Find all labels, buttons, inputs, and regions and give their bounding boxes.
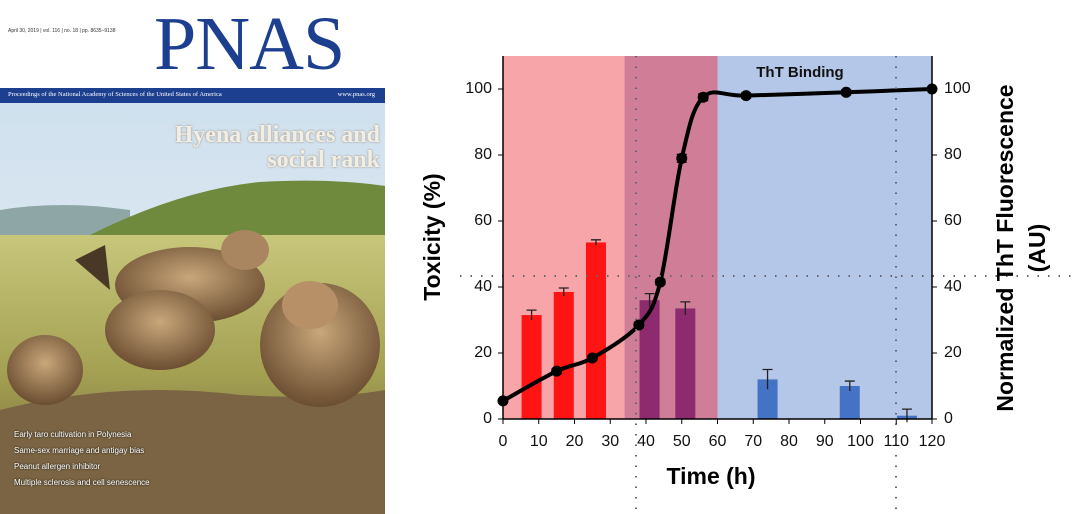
hyena-head bbox=[282, 281, 338, 329]
y-tick-label: 80 bbox=[474, 146, 492, 163]
x-tick-label: 0 bbox=[499, 433, 508, 450]
y2-tick-label: 40 bbox=[944, 278, 962, 295]
bar bbox=[757, 379, 778, 419]
line-point bbox=[840, 86, 852, 98]
cover-header bbox=[0, 0, 385, 88]
x-tick-label: 90 bbox=[816, 433, 834, 450]
x-tick-label: 120 bbox=[919, 433, 946, 450]
cover-item: Same-sex marriage and antigay bias bbox=[14, 446, 145, 455]
error-bar bbox=[762, 368, 773, 390]
y2-tick-label: 60 bbox=[944, 212, 962, 229]
y2-tick-label: 100 bbox=[944, 80, 971, 97]
journal-cover: April 30, 2019 | vol. 116 | no. 18 | pp.… bbox=[0, 0, 385, 514]
hyena-head bbox=[221, 230, 269, 270]
error-bar bbox=[680, 301, 691, 316]
y-tick-label: 60 bbox=[474, 212, 492, 229]
y-tick-label: 0 bbox=[483, 410, 492, 427]
line-point bbox=[740, 90, 752, 102]
line-point bbox=[551, 365, 563, 377]
journal-url: www.pnas.org bbox=[337, 91, 375, 98]
x-tick-label: 110 bbox=[883, 433, 909, 450]
annotation: ThT Binding bbox=[756, 64, 843, 81]
x-tick-label: 40 bbox=[637, 433, 655, 450]
error-bar bbox=[844, 380, 855, 391]
line-point bbox=[586, 352, 598, 364]
y-axis-label: Toxicity (%) bbox=[419, 173, 445, 300]
cover-item: Peanut allergen inhibitor bbox=[14, 462, 101, 471]
cover-art bbox=[0, 0, 385, 514]
y2-tick-label: 0 bbox=[944, 410, 953, 427]
line-point bbox=[654, 276, 666, 288]
ground bbox=[0, 390, 385, 514]
y-tick-label: 40 bbox=[474, 278, 492, 295]
cover-item: Early taro cultivation in Polynesia bbox=[14, 430, 132, 439]
cover-headline: Hyena alliances and social rank bbox=[174, 122, 380, 173]
bar bbox=[639, 300, 660, 419]
hyena-tail bbox=[75, 245, 110, 290]
line-point bbox=[633, 319, 645, 331]
line bbox=[502, 87, 933, 403]
y2-axis-label: Normalized ThT Fluorescence bbox=[992, 84, 1018, 411]
cover-contents: Early taro cultivation in Polynesia Same-… bbox=[14, 430, 150, 494]
line-point bbox=[697, 91, 709, 103]
cover-band bbox=[0, 88, 385, 103]
bar bbox=[585, 242, 606, 419]
x-axis-label: Time (h) bbox=[666, 463, 755, 489]
y2-axis-label: (AU) bbox=[1024, 224, 1050, 273]
bar bbox=[553, 291, 574, 419]
line-point bbox=[676, 152, 688, 164]
error-bar bbox=[644, 292, 655, 307]
journal-logo: PNAS bbox=[154, 2, 345, 86]
hyena bbox=[7, 335, 83, 405]
error-bar bbox=[590, 239, 601, 246]
x-tick-label: 10 bbox=[530, 433, 548, 450]
x-tick-label: 50 bbox=[673, 433, 691, 450]
bar bbox=[675, 308, 696, 419]
error-bar bbox=[526, 309, 537, 320]
x-tick-label: 30 bbox=[601, 433, 619, 450]
x-tick-label: 70 bbox=[744, 433, 762, 450]
y2-tick-label: 20 bbox=[944, 344, 962, 361]
journal-fullname: Proceedings of the National Academy of S… bbox=[8, 91, 222, 98]
bar bbox=[839, 386, 860, 419]
error-bar bbox=[901, 408, 912, 423]
x-tick-label: 20 bbox=[566, 433, 584, 450]
plot bbox=[497, 83, 938, 423]
issue-info: April 30, 2019 | vol. 116 | no. 18 | pp.… bbox=[8, 28, 116, 34]
region bbox=[717, 56, 932, 419]
cover-item: Multiple sclerosis and cell senescence bbox=[14, 478, 150, 487]
error-bar bbox=[558, 287, 569, 296]
region bbox=[624, 56, 718, 419]
y-tick-label: 20 bbox=[474, 344, 492, 361]
x-tick-label: 60 bbox=[709, 433, 727, 450]
hyena bbox=[105, 290, 215, 370]
x-tick-label: 80 bbox=[780, 433, 798, 450]
y2-tick-label: 80 bbox=[944, 146, 962, 163]
bar bbox=[521, 315, 542, 419]
x-tick-label: 100 bbox=[847, 433, 874, 450]
y-tick-label: 100 bbox=[465, 80, 492, 97]
